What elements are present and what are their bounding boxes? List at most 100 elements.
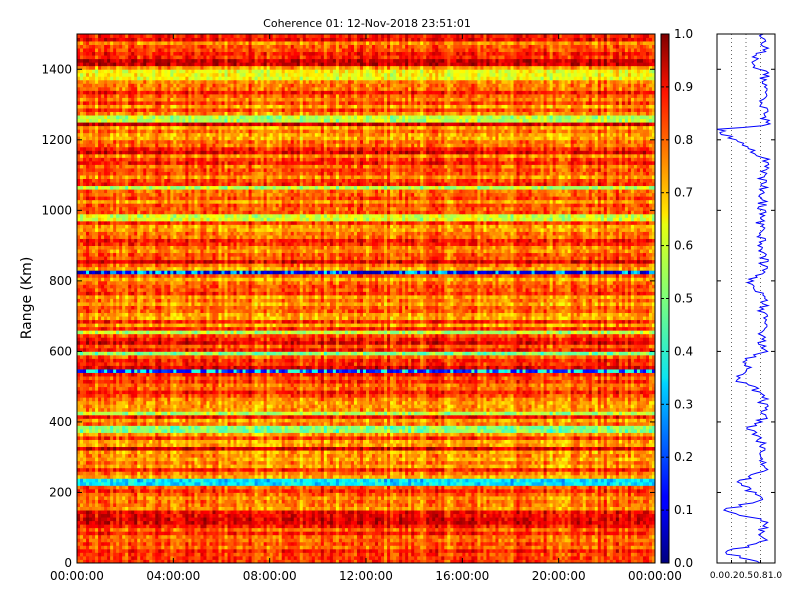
heatmap-cell xyxy=(462,524,466,529)
heatmap-cell xyxy=(344,485,349,490)
heatmap-cell xyxy=(489,548,493,553)
heatmap-cell xyxy=(287,492,292,497)
heatmap-cell xyxy=(624,534,629,539)
heatmap-cell xyxy=(432,552,436,557)
heatmap-cell xyxy=(639,555,644,560)
heatmap-cell xyxy=(648,481,653,486)
heatmap-cell xyxy=(212,552,216,557)
heatmap-cell xyxy=(465,559,469,564)
heatmap-cell xyxy=(633,485,638,490)
heatmap-cell xyxy=(648,534,653,539)
heatmap-cell xyxy=(591,524,596,529)
heatmap-cell xyxy=(630,527,635,532)
heatmap-cell xyxy=(426,506,430,511)
heatmap-cell xyxy=(594,531,599,536)
heatmap-cell xyxy=(281,534,286,539)
heatmap-cell xyxy=(293,503,298,507)
heatmap-cell xyxy=(221,499,225,504)
heatmap-cell xyxy=(456,524,460,529)
heatmap-cell xyxy=(567,527,572,532)
heatmap-cell xyxy=(197,517,201,522)
heatmap-cell xyxy=(212,478,216,483)
heatmap-cell xyxy=(287,506,292,511)
heatmap-cell xyxy=(498,545,502,550)
heatmap-cell xyxy=(257,474,262,479)
heatmap-cell xyxy=(549,474,554,479)
heatmap-cell xyxy=(576,506,581,511)
heatmap-cell xyxy=(651,488,656,493)
heatmap-cell xyxy=(119,488,123,493)
heatmap-cell xyxy=(456,503,460,507)
heatmap-cell xyxy=(311,474,316,479)
heatmap-cell xyxy=(582,506,587,511)
heatmap-cell xyxy=(161,545,165,550)
heatmap-cell xyxy=(537,527,541,532)
heatmap-cell xyxy=(314,545,319,550)
heatmap-cell xyxy=(636,495,641,500)
heatmap-cell xyxy=(134,545,138,550)
heatmap-cell xyxy=(236,555,240,560)
heatmap-cell xyxy=(480,517,484,522)
heatmap-cell xyxy=(564,485,569,490)
heatmap-cell xyxy=(543,541,548,546)
heatmap-cell xyxy=(128,503,132,507)
heatmap-cell xyxy=(218,503,222,507)
heatmap-cell xyxy=(411,538,415,543)
heatmap-cell xyxy=(630,513,635,518)
heatmap-cell xyxy=(495,548,499,553)
heatmap-cell xyxy=(588,531,593,536)
heatmap-cell xyxy=(567,541,572,546)
heatmap-cell xyxy=(266,531,271,536)
heatmap-cell xyxy=(522,559,526,564)
heatmap-cell xyxy=(215,534,219,539)
heatmap-cell xyxy=(612,552,617,557)
heatmap-cell xyxy=(203,545,207,550)
heatmap-cell xyxy=(540,552,545,557)
heatmap-cell xyxy=(155,510,159,515)
heatmap-cell xyxy=(396,488,400,493)
heatmap-cell xyxy=(462,517,466,522)
heatmap-cell xyxy=(224,506,228,511)
heatmap-cell xyxy=(618,545,623,550)
heatmap-cell xyxy=(146,499,150,504)
heatmap-cell xyxy=(197,485,201,490)
heatmap-cell xyxy=(338,555,343,560)
heatmap-cell xyxy=(405,524,409,529)
heatmap-cell xyxy=(618,527,623,532)
heatmap-cell xyxy=(435,517,439,522)
heatmap-cell xyxy=(230,510,234,515)
heatmap-cell xyxy=(173,503,177,507)
heatmap-cell xyxy=(576,552,581,557)
heatmap-cell xyxy=(468,513,472,518)
heatmap-cell xyxy=(507,492,511,497)
heatmap-cell xyxy=(630,471,635,476)
heatmap-cell xyxy=(447,534,451,539)
heatmap-cell xyxy=(113,492,117,497)
heatmap-cell xyxy=(308,474,313,479)
heatmap-cell xyxy=(603,520,608,525)
heatmap-cell xyxy=(284,555,289,560)
heatmap-cell xyxy=(323,499,328,504)
heatmap-cell xyxy=(98,538,102,543)
heatmap-cell xyxy=(227,548,231,553)
heatmap-cell xyxy=(645,471,650,476)
heatmap-cell xyxy=(239,534,243,539)
heatmap-cell xyxy=(501,503,505,507)
heatmap-cell xyxy=(546,478,551,483)
heatmap-cell xyxy=(194,517,198,522)
heatmap-cell xyxy=(639,520,644,525)
heatmap-cell xyxy=(567,485,572,490)
heatmap-cell xyxy=(567,520,572,525)
heatmap-cell xyxy=(140,559,144,564)
heatmap-cell xyxy=(185,531,189,536)
heatmap-cell xyxy=(540,471,545,476)
heatmap-cell xyxy=(293,513,298,518)
heatmap-cell xyxy=(305,548,310,553)
heatmap-cell xyxy=(576,548,581,553)
heatmap-cell xyxy=(98,555,102,560)
heatmap-cell xyxy=(567,524,572,529)
heatmap-cell xyxy=(603,495,608,500)
heatmap-cell xyxy=(513,510,517,515)
heatmap-cell xyxy=(621,520,626,525)
heatmap-cell xyxy=(95,478,99,483)
